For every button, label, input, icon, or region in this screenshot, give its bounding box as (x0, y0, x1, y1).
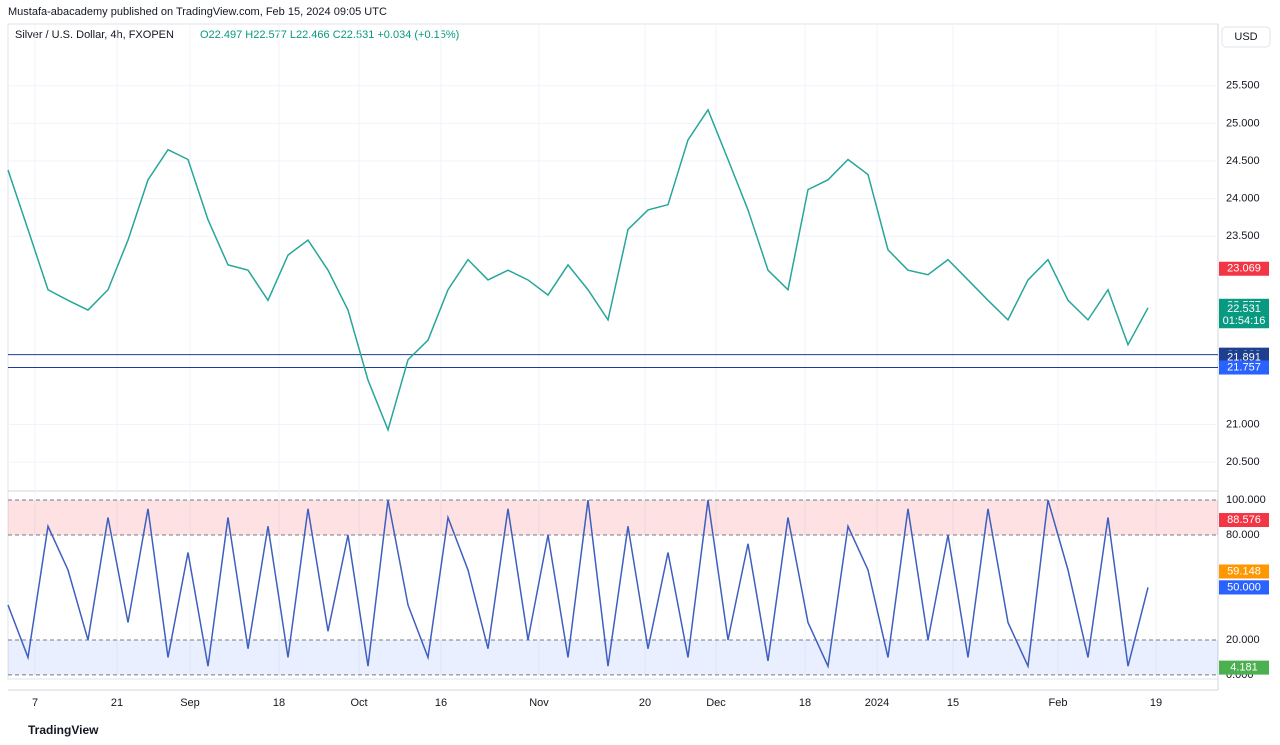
x-tick-label: 15 (947, 697, 959, 709)
x-tick-label: Nov (529, 697, 549, 709)
x-tick-label: 7 (32, 697, 38, 709)
price-label: 23.069 (1227, 263, 1261, 275)
price-label-bg (1219, 564, 1269, 579)
y-tick-label: 24.500 (1226, 155, 1260, 167)
countdown: 01:54:16 (1223, 315, 1266, 327)
price-label-bg (1219, 660, 1269, 675)
y-tick-label: 80.000 (1226, 529, 1260, 541)
y-tick-label: 25.500 (1226, 80, 1260, 92)
y-tick-label: 23.500 (1226, 230, 1260, 242)
price-label: 21.757 (1227, 361, 1261, 373)
y-tick-label: 20.000 (1226, 634, 1260, 646)
publisher: Mustafa-abacademy published on TradingVi… (8, 6, 387, 18)
x-tick-label: 2024 (865, 697, 889, 709)
x-tick-label: Sep (180, 697, 200, 709)
ohlc: O22.497 H22.577 L22.466 C22.531 +0.034 (… (200, 29, 459, 41)
price-label: 88.576 (1227, 514, 1261, 526)
x-tick-label: 18 (799, 697, 811, 709)
band (8, 500, 1218, 536)
currency: USD (1234, 31, 1257, 43)
x-tick-label: 18 (273, 697, 285, 709)
x-tick-label: 19 (1150, 697, 1162, 709)
price-label: 59.148 (1227, 565, 1261, 577)
price-label-bg (1219, 580, 1269, 595)
price-label-bg (1219, 261, 1269, 276)
y-tick-label: 25.000 (1226, 117, 1260, 129)
band (8, 639, 1218, 675)
price-label: 22.531 (1227, 303, 1261, 315)
price-label-bg (1219, 513, 1269, 528)
y-tick-label: 20.500 (1226, 456, 1260, 468)
currency-button[interactable] (1221, 26, 1271, 48)
y-tick-label: 24.000 (1226, 193, 1260, 205)
price-label: 4.181 (1230, 662, 1258, 674)
price-line (7, 499, 1149, 669)
symbol-title: Silver / U.S. Dollar, 4h, FXOPEN (15, 29, 174, 41)
price-label: 50.000 (1227, 581, 1261, 593)
price-label-bg (1219, 360, 1269, 375)
x-tick-label: 16 (435, 697, 447, 709)
y-tick-label: 21.000 (1226, 418, 1260, 430)
y-tick-label: 100.000 (1226, 494, 1266, 506)
footer-logo: TradingView (28, 723, 99, 737)
x-tick-label: Dec (706, 697, 726, 709)
price-label-bg (1219, 302, 1269, 329)
x-tick-label: Feb (1049, 697, 1068, 709)
price-line (7, 108, 1149, 433)
x-tick-label: 21 (111, 697, 123, 709)
price-label: 21.891 (1227, 351, 1261, 363)
x-tick-label: Oct (350, 697, 367, 709)
x-tick-label: 20 (639, 697, 651, 709)
